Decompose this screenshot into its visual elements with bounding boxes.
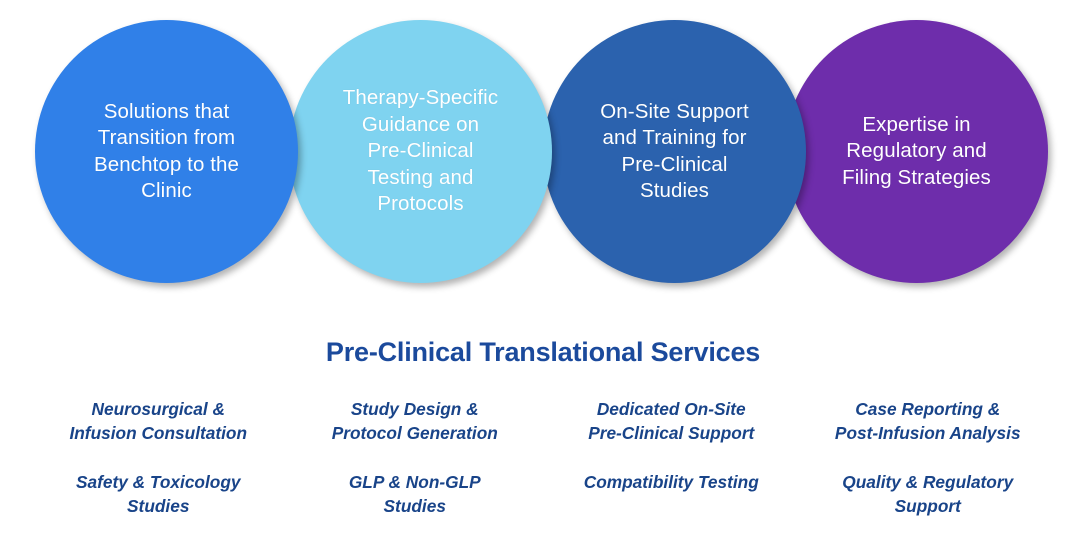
circle-onsite-support-training[interactable]: On-Site Support and Training for Pre-Cli… <box>543 20 806 283</box>
list-item: GLP & Non-GLP Studies <box>348 472 481 516</box>
circle-regulatory-expertise[interactable]: Expertise in Regulatory and Filing Strat… <box>785 20 1048 283</box>
circle-label: Solutions that Transition from Benchtop … <box>93 99 240 202</box>
circle-therapy-specific-guidance[interactable]: Therapy-Specific Guidance on Pre-Clinica… <box>289 20 552 283</box>
list-item: Compatibility Testing <box>583 472 759 493</box>
page-title: Pre-Clinical Translational Services <box>325 337 761 367</box>
list-item: Neurosurgical & Infusion Consultation <box>69 399 248 443</box>
list-item: Quality & Regulatory Support <box>842 472 1014 516</box>
circle-diagram: Solutions that Transition from Benchtop … <box>35 20 1048 283</box>
list-item: Study Design & Protocol Generation <box>331 399 498 443</box>
list-item: Dedicated On-Site Pre-Clinical Support <box>588 399 755 443</box>
circle-label: Therapy-Specific Guidance on Pre-Clinica… <box>342 86 499 216</box>
circle-solutions-transition[interactable]: Solutions that Transition from Benchtop … <box>35 20 298 283</box>
list-item: Case Reporting & Post-Infusion Analysis <box>834 399 1021 443</box>
services-list: Neurosurgical & Infusion Consultation St… <box>30 398 1056 518</box>
list-item: Safety & Toxicology Studies <box>75 472 241 516</box>
circle-label: On-Site Support and Training for Pre-Cli… <box>600 99 749 202</box>
circle-label: Expertise in Regulatory and Filing Strat… <box>842 112 991 189</box>
